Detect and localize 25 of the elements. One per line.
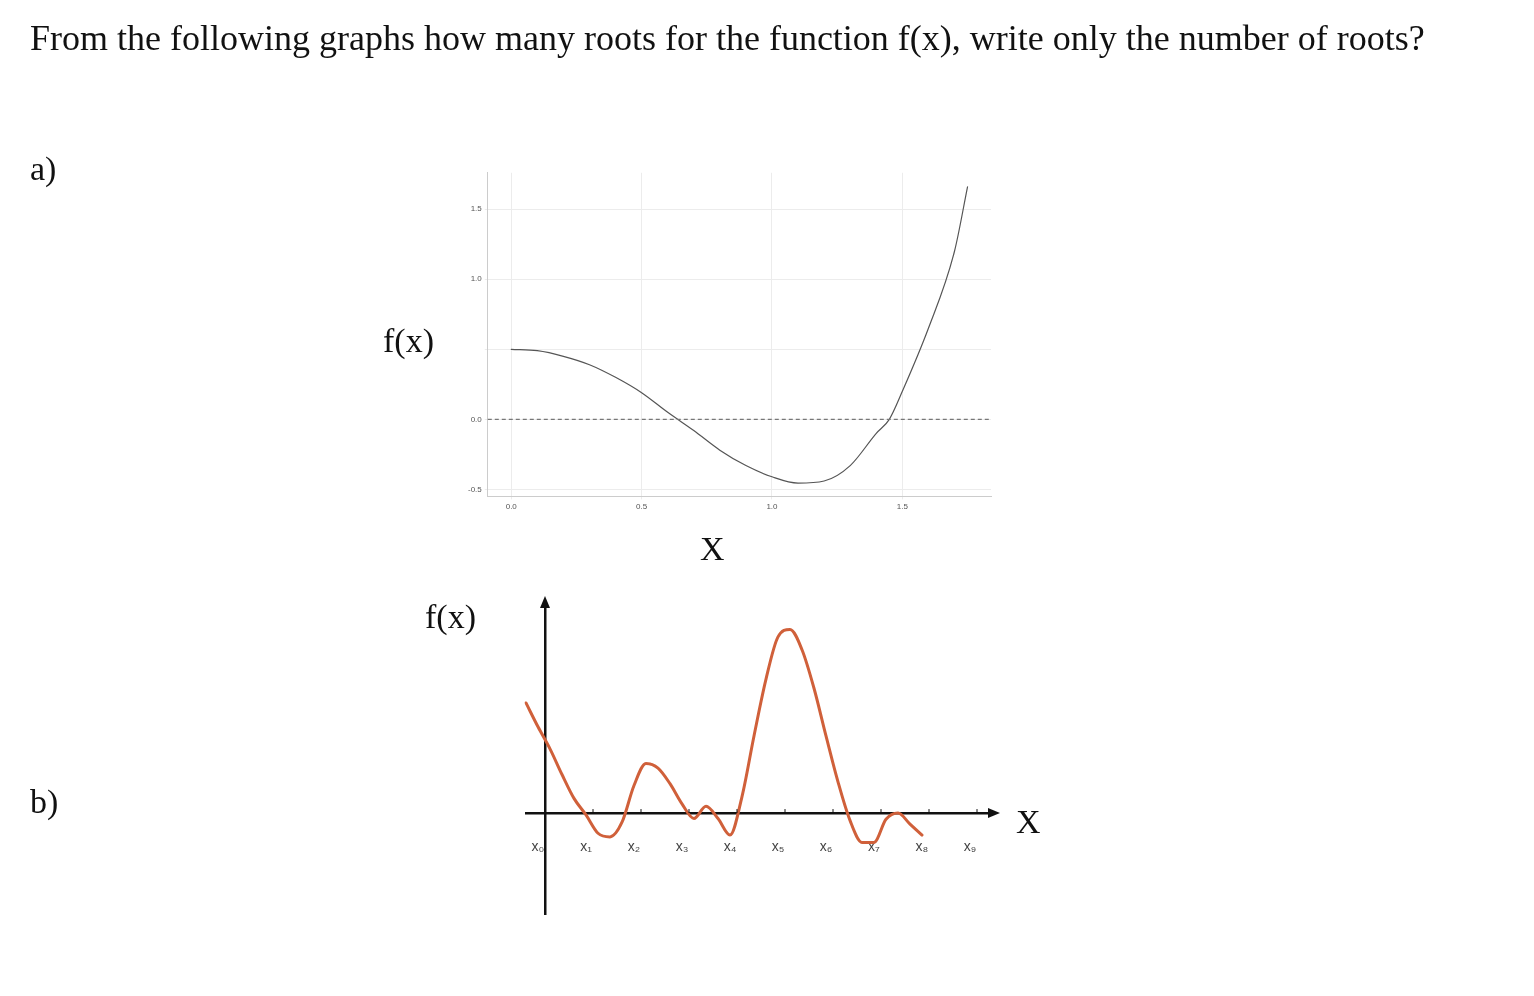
x-tick-label: x₈: [915, 838, 929, 855]
y-tick-label: 0.0: [470, 414, 483, 424]
text: b): [30, 783, 59, 821]
x-axis-title: X: [1016, 803, 1041, 841]
y-tick-label: -0.5: [467, 484, 483, 494]
y-axis-title: f(x): [425, 598, 476, 636]
x-tick-label: x₁: [580, 838, 593, 855]
x-axis-title: X: [700, 530, 725, 568]
y-tick-label: 1.0: [470, 274, 483, 284]
line-series: [510, 186, 969, 484]
x-tick-label: x₂: [627, 838, 641, 855]
x-tick-label: x₉: [963, 838, 977, 855]
x-tick-label: 1.0: [766, 502, 779, 512]
x-tick-label: x₄: [723, 838, 737, 855]
x-tick-label: x₀: [531, 838, 545, 855]
y-axis-title: f(x): [383, 322, 434, 360]
y-tick-label: 1.5: [470, 204, 483, 214]
x-tick-label: 0.0: [505, 502, 518, 512]
chart-title: From the following graphs how many roots for the function f(x), write only the number of roots?: [30, 17, 1426, 60]
x-tick-label: x₃: [675, 838, 689, 855]
x-tick-label: 1.5: [896, 502, 909, 512]
x-tick-label: x₅: [771, 838, 785, 855]
text: a): [30, 150, 57, 188]
x-tick-label: 0.5: [636, 502, 648, 512]
x-tick-label: x₆: [819, 838, 833, 855]
